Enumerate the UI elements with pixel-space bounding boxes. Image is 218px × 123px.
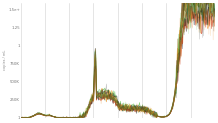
Y-axis label: copies / mL: copies / mL [3,50,7,70]
